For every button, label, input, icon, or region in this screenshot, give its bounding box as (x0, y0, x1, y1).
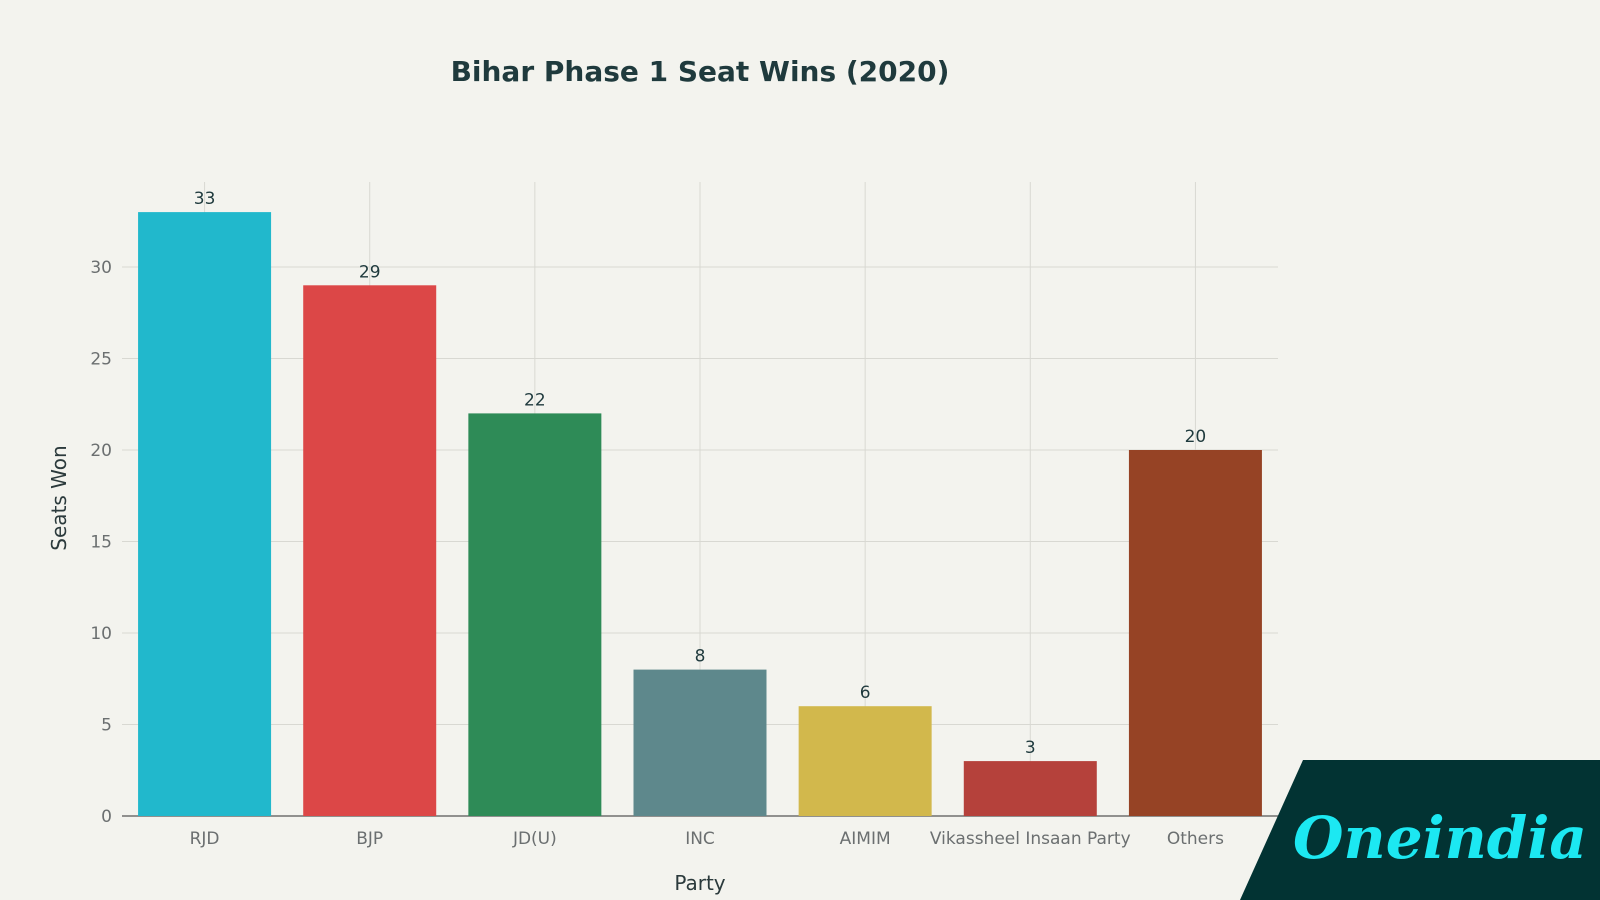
x-tick-label: Vikassheel Insaan Party (930, 829, 1131, 849)
bar-aimim (798, 706, 932, 816)
bar-vikassheel-insaan-party (963, 761, 1097, 816)
data-label: 20 (1185, 427, 1207, 447)
bar-rjd (138, 212, 272, 817)
y-tick-label: 15 (90, 533, 112, 553)
x-tick-label: JD(U) (512, 829, 557, 849)
x-tick-label: INC (685, 829, 715, 849)
svg-text:Oneindia: Oneindia (1293, 804, 1587, 872)
bar-bjp (303, 285, 437, 816)
y-tick-label: 20 (90, 441, 112, 461)
data-label: 29 (359, 262, 381, 282)
y-axis-title: Seats Won (47, 445, 71, 550)
chart-title: Bihar Phase 1 Seat Wins (2020) (451, 55, 950, 88)
bar-jd-u- (468, 413, 602, 816)
data-label: 8 (695, 647, 706, 667)
x-tick-label: BJP (356, 829, 383, 849)
y-tick-label: 10 (90, 624, 112, 644)
data-label: 33 (194, 189, 216, 209)
data-label: 22 (524, 390, 546, 410)
y-tick-label: 5 (101, 716, 112, 736)
x-tick-label: RJD (190, 829, 220, 849)
y-tick-label: 30 (90, 258, 112, 278)
x-axis-title: Party (674, 871, 725, 895)
data-label: 3 (1025, 738, 1036, 758)
data-label: 6 (860, 683, 871, 703)
x-tick-label: Others (1167, 829, 1224, 849)
oneindia-logo: Oneindia (1240, 760, 1600, 900)
bar-inc (633, 669, 767, 816)
bar-others (1128, 450, 1262, 816)
y-tick-label: 0 (101, 807, 112, 827)
y-tick-label: 25 (90, 350, 112, 370)
x-tick-label: AIMIM (840, 829, 891, 849)
